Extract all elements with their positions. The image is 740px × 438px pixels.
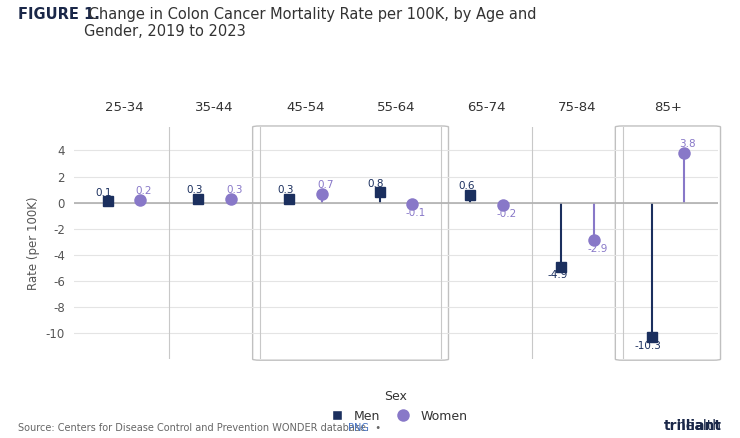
Text: FIGURE 1.: FIGURE 1. [18, 7, 101, 21]
Text: 0.3: 0.3 [226, 185, 243, 195]
Text: Source: Centers for Disease Control and Prevention WONDER database.  •: Source: Centers for Disease Control and … [18, 423, 388, 433]
Text: 0.7: 0.7 [317, 180, 334, 190]
Text: PNG: PNG [348, 423, 369, 433]
Y-axis label: Rate (per 100K): Rate (per 100K) [27, 196, 40, 290]
Text: -2.9: -2.9 [587, 244, 608, 254]
FancyBboxPatch shape [252, 126, 448, 360]
Text: health: health [642, 419, 722, 433]
Text: -10.3: -10.3 [634, 341, 662, 351]
Text: 0.6: 0.6 [458, 181, 475, 191]
Text: trilliant: trilliant [664, 419, 722, 433]
Text: Change in Colon Cancer Mortality Rate per 100K, by Age and
Gender, 2019 to 2023: Change in Colon Cancer Mortality Rate pe… [84, 7, 536, 39]
Text: -4.9: -4.9 [547, 270, 568, 280]
Text: 0.3: 0.3 [186, 185, 203, 195]
Text: 0.3: 0.3 [277, 185, 294, 195]
Text: -0.2: -0.2 [497, 209, 517, 219]
Text: 3.8: 3.8 [679, 139, 696, 149]
Text: 0.1: 0.1 [95, 188, 112, 198]
Text: 0.2: 0.2 [135, 187, 152, 196]
FancyBboxPatch shape [616, 126, 721, 360]
Legend: Men, Women: Men, Women [324, 390, 468, 423]
Text: -0.1: -0.1 [406, 208, 426, 218]
Text: 0.8: 0.8 [368, 179, 384, 189]
